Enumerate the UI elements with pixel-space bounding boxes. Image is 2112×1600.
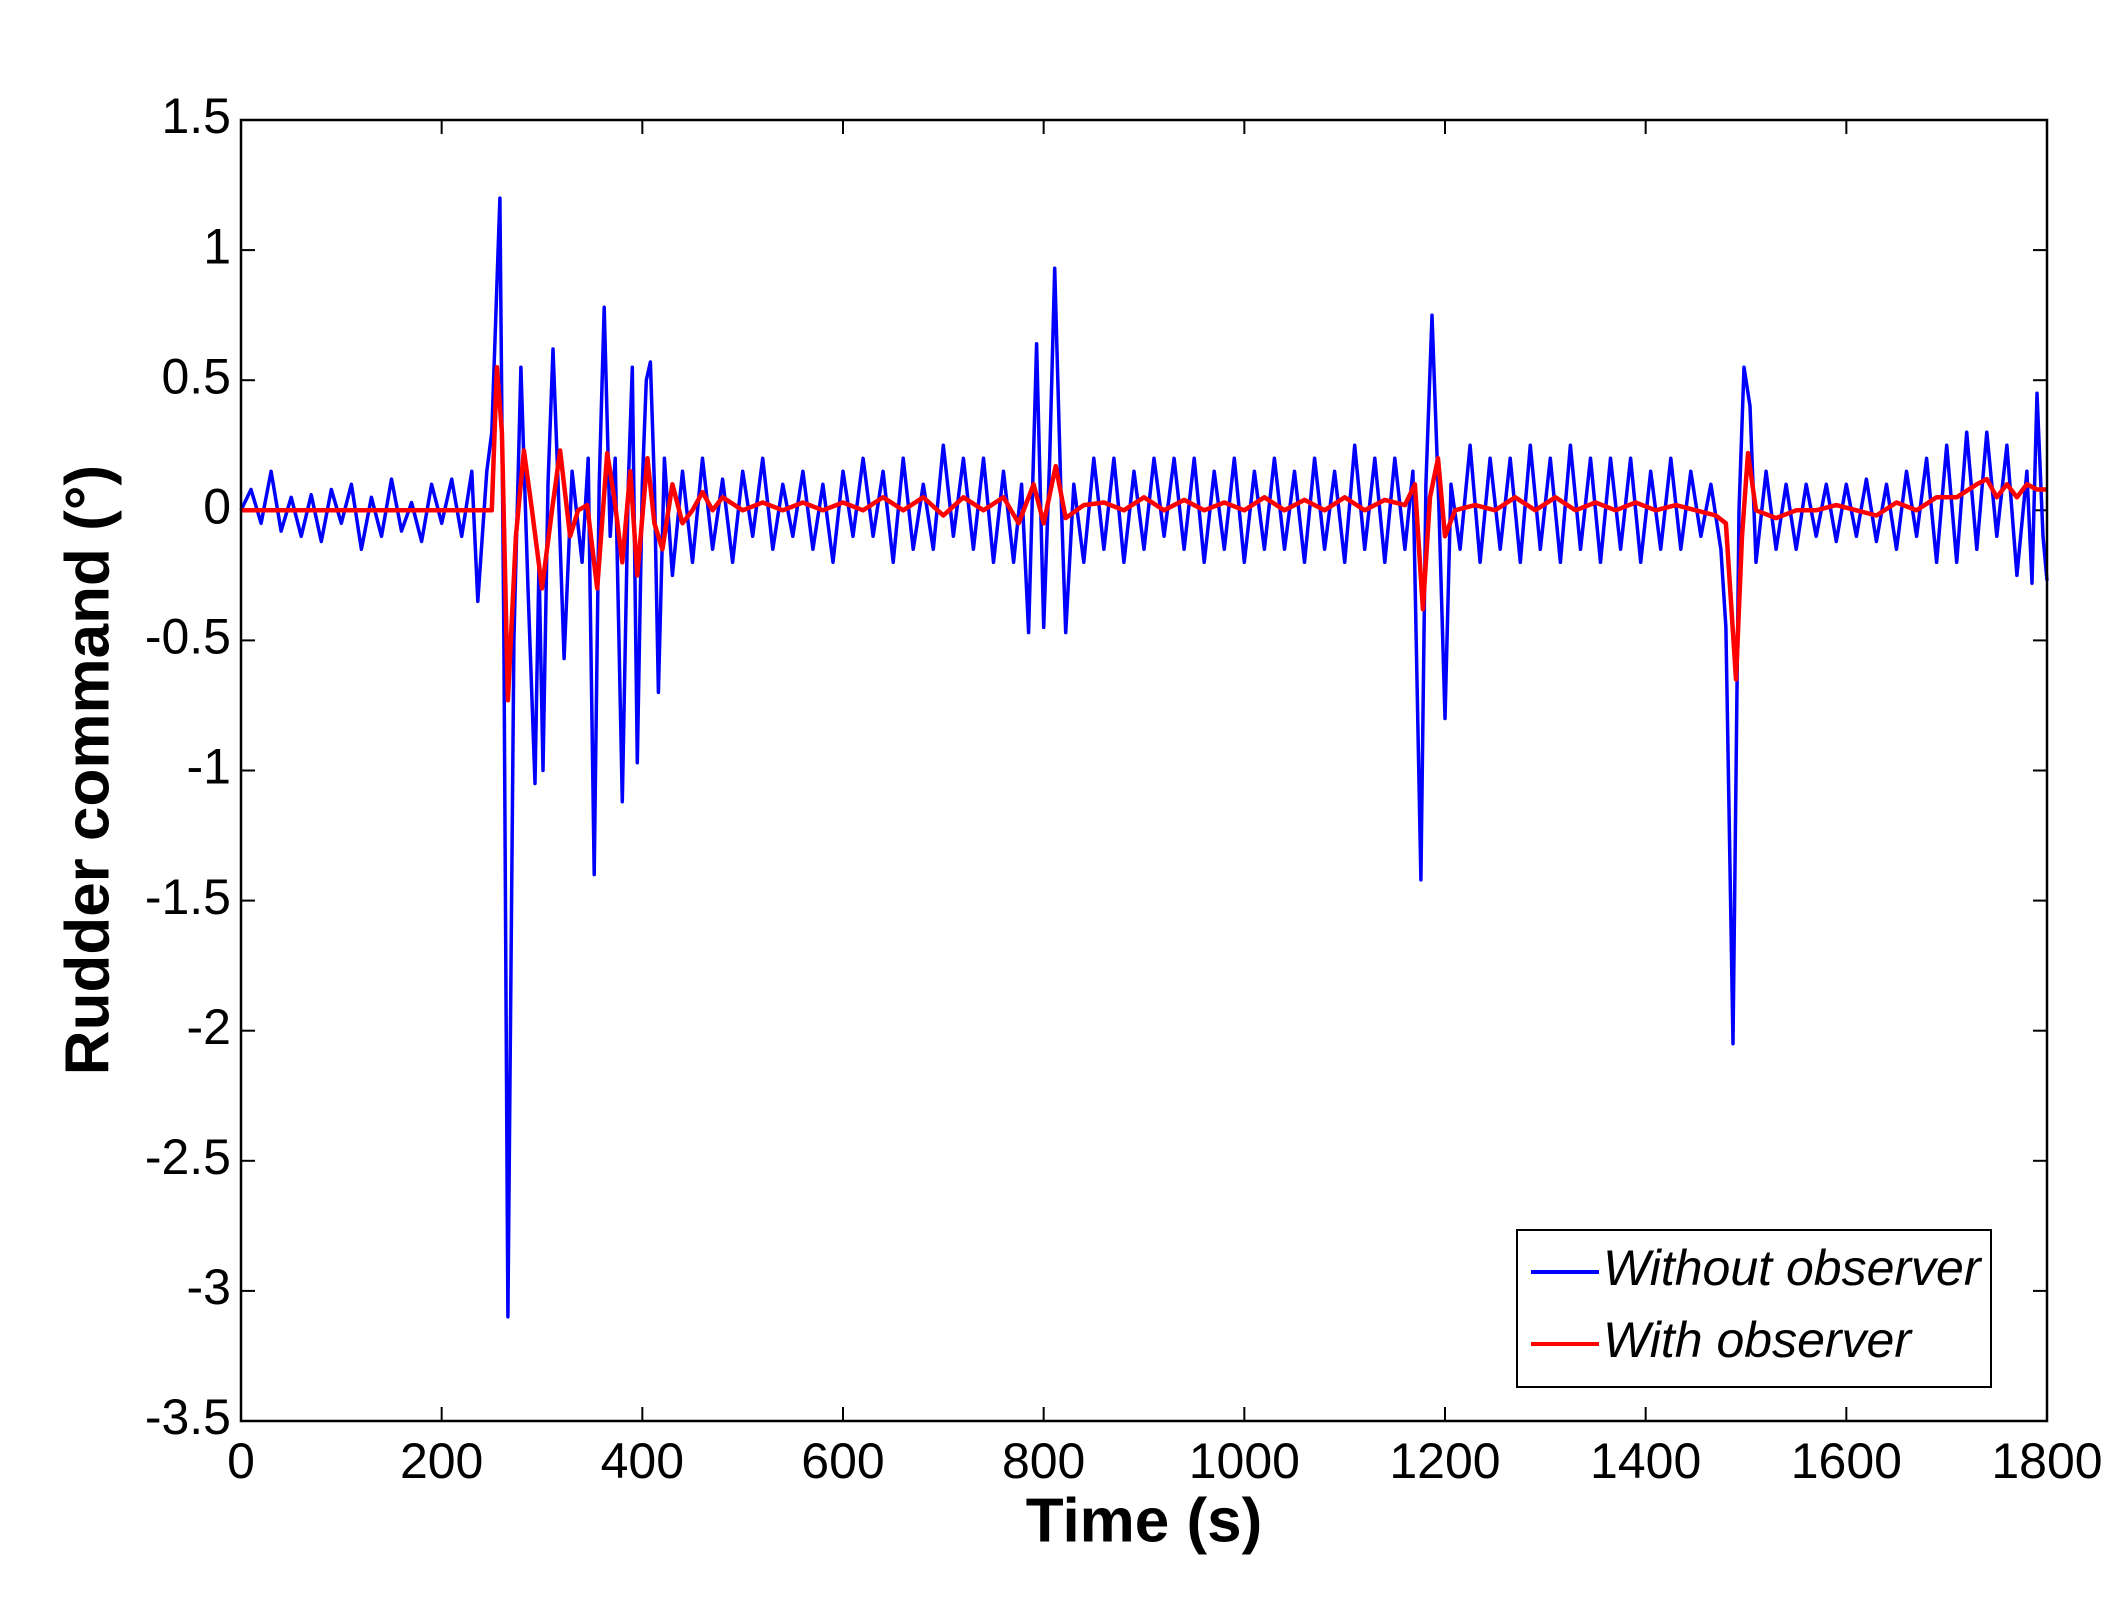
x-tick-label: 600 xyxy=(801,1433,884,1489)
x-tick-label: 0 xyxy=(227,1433,255,1489)
y-tick-label: 1 xyxy=(203,218,231,274)
y-axis-label: Rudder command (°) xyxy=(53,465,122,1075)
y-tick-label: 1.5 xyxy=(161,88,231,144)
x-tick-label: 400 xyxy=(601,1433,684,1489)
x-tick-label: 800 xyxy=(1002,1433,1085,1489)
y-tick-label: 0 xyxy=(203,479,231,535)
series-line xyxy=(241,364,2047,703)
x-axis-label: Time (s) xyxy=(1026,1486,1263,1555)
y-tick-label: -3 xyxy=(187,1259,231,1315)
y-tick-label: -3.5 xyxy=(145,1389,231,1445)
x-tick-label: 1400 xyxy=(1590,1433,1701,1489)
legend-box xyxy=(1516,1229,1992,1388)
x-tick-label: 200 xyxy=(400,1433,483,1489)
y-tick-label: -2.5 xyxy=(145,1129,231,1185)
y-tick-label: -0.5 xyxy=(145,609,231,665)
x-tick-label: 1600 xyxy=(1791,1433,1902,1489)
x-tick-label: 1800 xyxy=(1991,1433,2102,1489)
y-tick-label: -2 xyxy=(187,999,231,1055)
x-tick-label: 1200 xyxy=(1389,1433,1500,1489)
legend-label: With observer xyxy=(1603,1312,1913,1368)
legend-label: Without observer xyxy=(1603,1240,1983,1296)
y-tick-label: -1 xyxy=(187,739,231,795)
y-tick-label: 0.5 xyxy=(161,348,231,404)
plot-frame xyxy=(239,118,2049,1423)
x-tick-label: 1000 xyxy=(1189,1433,1300,1489)
y-tick-label: -1.5 xyxy=(145,869,231,925)
